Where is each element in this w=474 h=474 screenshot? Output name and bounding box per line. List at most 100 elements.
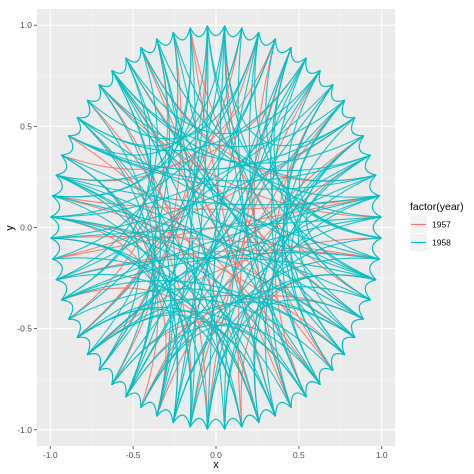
- edge-1958-93: [50, 31, 260, 218]
- rim-cusp-58: [371, 237, 382, 260]
- edge-1958-107: [206, 237, 382, 430]
- edge-1958-99: [265, 38, 380, 260]
- rim-cusp-47: [258, 409, 276, 424]
- edge-1957-35: [98, 25, 208, 371]
- rim-cusp-11: [258, 31, 276, 46]
- edge-1958-81: [286, 84, 346, 356]
- edge-1958-34: [68, 38, 276, 320]
- rim-cusp-43: [189, 417, 208, 430]
- rim-cusp-28: [50, 195, 61, 218]
- edge-1957-7: [86, 99, 260, 424]
- legend: factor(year) 1957 1958: [410, 201, 464, 251]
- edge-1958-124: [111, 70, 157, 385]
- rim-cusp-46: [241, 414, 260, 428]
- legend-label-1958: 1958: [432, 238, 451, 248]
- edge-1958-25: [68, 135, 371, 182]
- rim-cusp-5: [341, 99, 356, 119]
- rim-cusp-24: [68, 117, 82, 137]
- edge-1958-126: [224, 25, 307, 398]
- y-tick-label-0: -1.0: [17, 425, 32, 435]
- edge-1958-12: [248, 31, 307, 398]
- edge-1958-100: [60, 31, 179, 301]
- rim-cusp-30: [50, 237, 61, 260]
- rim-cusp-0: [371, 195, 382, 218]
- edge-1958-24: [76, 116, 243, 428]
- rim-cusp-35: [76, 336, 91, 356]
- y-tick-label-2: 0.0: [20, 223, 32, 233]
- edge-1958-127: [52, 195, 371, 301]
- edge-1958-98: [68, 116, 356, 171]
- edge-1958-17: [172, 31, 276, 417]
- edge-1958-119: [125, 69, 321, 398]
- x-tick-label-1: -0.5: [126, 450, 141, 460]
- rim-cusp-2: [364, 154, 377, 176]
- rim-cusp-38: [111, 381, 127, 398]
- y-tick-label-4: 1.0: [20, 20, 32, 30]
- edge-1958-39: [125, 25, 208, 398]
- y-tick-label-3: 0.5: [20, 121, 32, 131]
- rim-cusp-44: [206, 418, 226, 430]
- edge-1958-111: [111, 69, 346, 148]
- edge-1958-95: [156, 38, 196, 428]
- y-axis-ticks: -1.0 -0.5 0.0 0.5 1.0: [17, 20, 37, 435]
- edge-1958-122: [61, 154, 377, 281]
- edge-1957-31: [76, 27, 243, 339]
- edge-1958-38: [111, 301, 356, 386]
- edge-1958-77: [50, 216, 321, 386]
- rim-cusp-55: [358, 299, 371, 320]
- y-axis-title: y: [4, 225, 16, 231]
- edge-1958-58: [76, 116, 380, 260]
- edge-1958-68: [76, 27, 243, 147]
- edge-1958-74: [50, 237, 178, 424]
- edge-1958-36: [86, 174, 377, 356]
- edge-1958-123: [55, 273, 260, 424]
- rim-cusp-6: [330, 84, 345, 102]
- rim-cusp-49: [290, 392, 307, 408]
- edge-1958-83: [111, 69, 260, 424]
- edge-1958-56: [273, 47, 372, 301]
- rim-cusps: [50, 25, 382, 430]
- rim-cusp-9: [290, 47, 307, 63]
- edge-1958-72: [86, 294, 356, 356]
- edge-1958-87: [271, 116, 356, 408]
- edge-1958-110: [52, 25, 208, 198]
- x-tick-label-2: 0.0: [210, 450, 222, 460]
- edge-1958-67: [111, 69, 364, 320]
- rim-cusp-41: [156, 409, 174, 424]
- rim-cusp-53: [341, 336, 356, 356]
- edge-1958-64: [254, 31, 382, 239]
- edge-1958-1: [61, 195, 380, 301]
- rim-cusp-59: [372, 216, 382, 239]
- rim-cusp-22: [87, 84, 102, 102]
- edge-1957-6: [125, 57, 364, 320]
- edge-1958-57: [55, 257, 377, 281]
- rim-cusp-25: [61, 135, 74, 156]
- edge-1958-115: [224, 274, 377, 430]
- rim-cusp-12: [241, 27, 260, 41]
- edge-1958-92: [98, 84, 364, 164]
- rim-cusp-17: [156, 31, 174, 46]
- edge-1958-94: [86, 310, 307, 398]
- x-axis-title: x: [213, 459, 219, 471]
- edge-1958-78: [297, 135, 365, 339]
- rim-cusp-42: [172, 414, 191, 428]
- rim-cusp-20: [111, 57, 127, 74]
- rim-cusp-45: [224, 417, 243, 430]
- edge-1958-90: [55, 69, 321, 281]
- rim-cusp-54: [350, 318, 364, 338]
- edge-1958-0: [172, 31, 382, 218]
- edge-1958-109: [271, 57, 321, 386]
- rim-cusp-37: [98, 367, 114, 385]
- edge-1958-69: [55, 174, 380, 206]
- rim-cusp-27: [52, 174, 63, 197]
- edge-1958-118: [68, 135, 377, 190]
- edge-1958-65: [172, 25, 209, 424]
- rim-cusp-21: [98, 70, 114, 88]
- edge-1958-18: [86, 38, 170, 356]
- rim-cusp-26: [55, 154, 68, 176]
- edge-1957-23: [98, 84, 382, 218]
- rim-cusp-36: [87, 353, 102, 371]
- edge-1958-121: [125, 57, 176, 417]
- rim-cusp-29: [50, 216, 60, 239]
- rim-cusp-18: [140, 38, 158, 54]
